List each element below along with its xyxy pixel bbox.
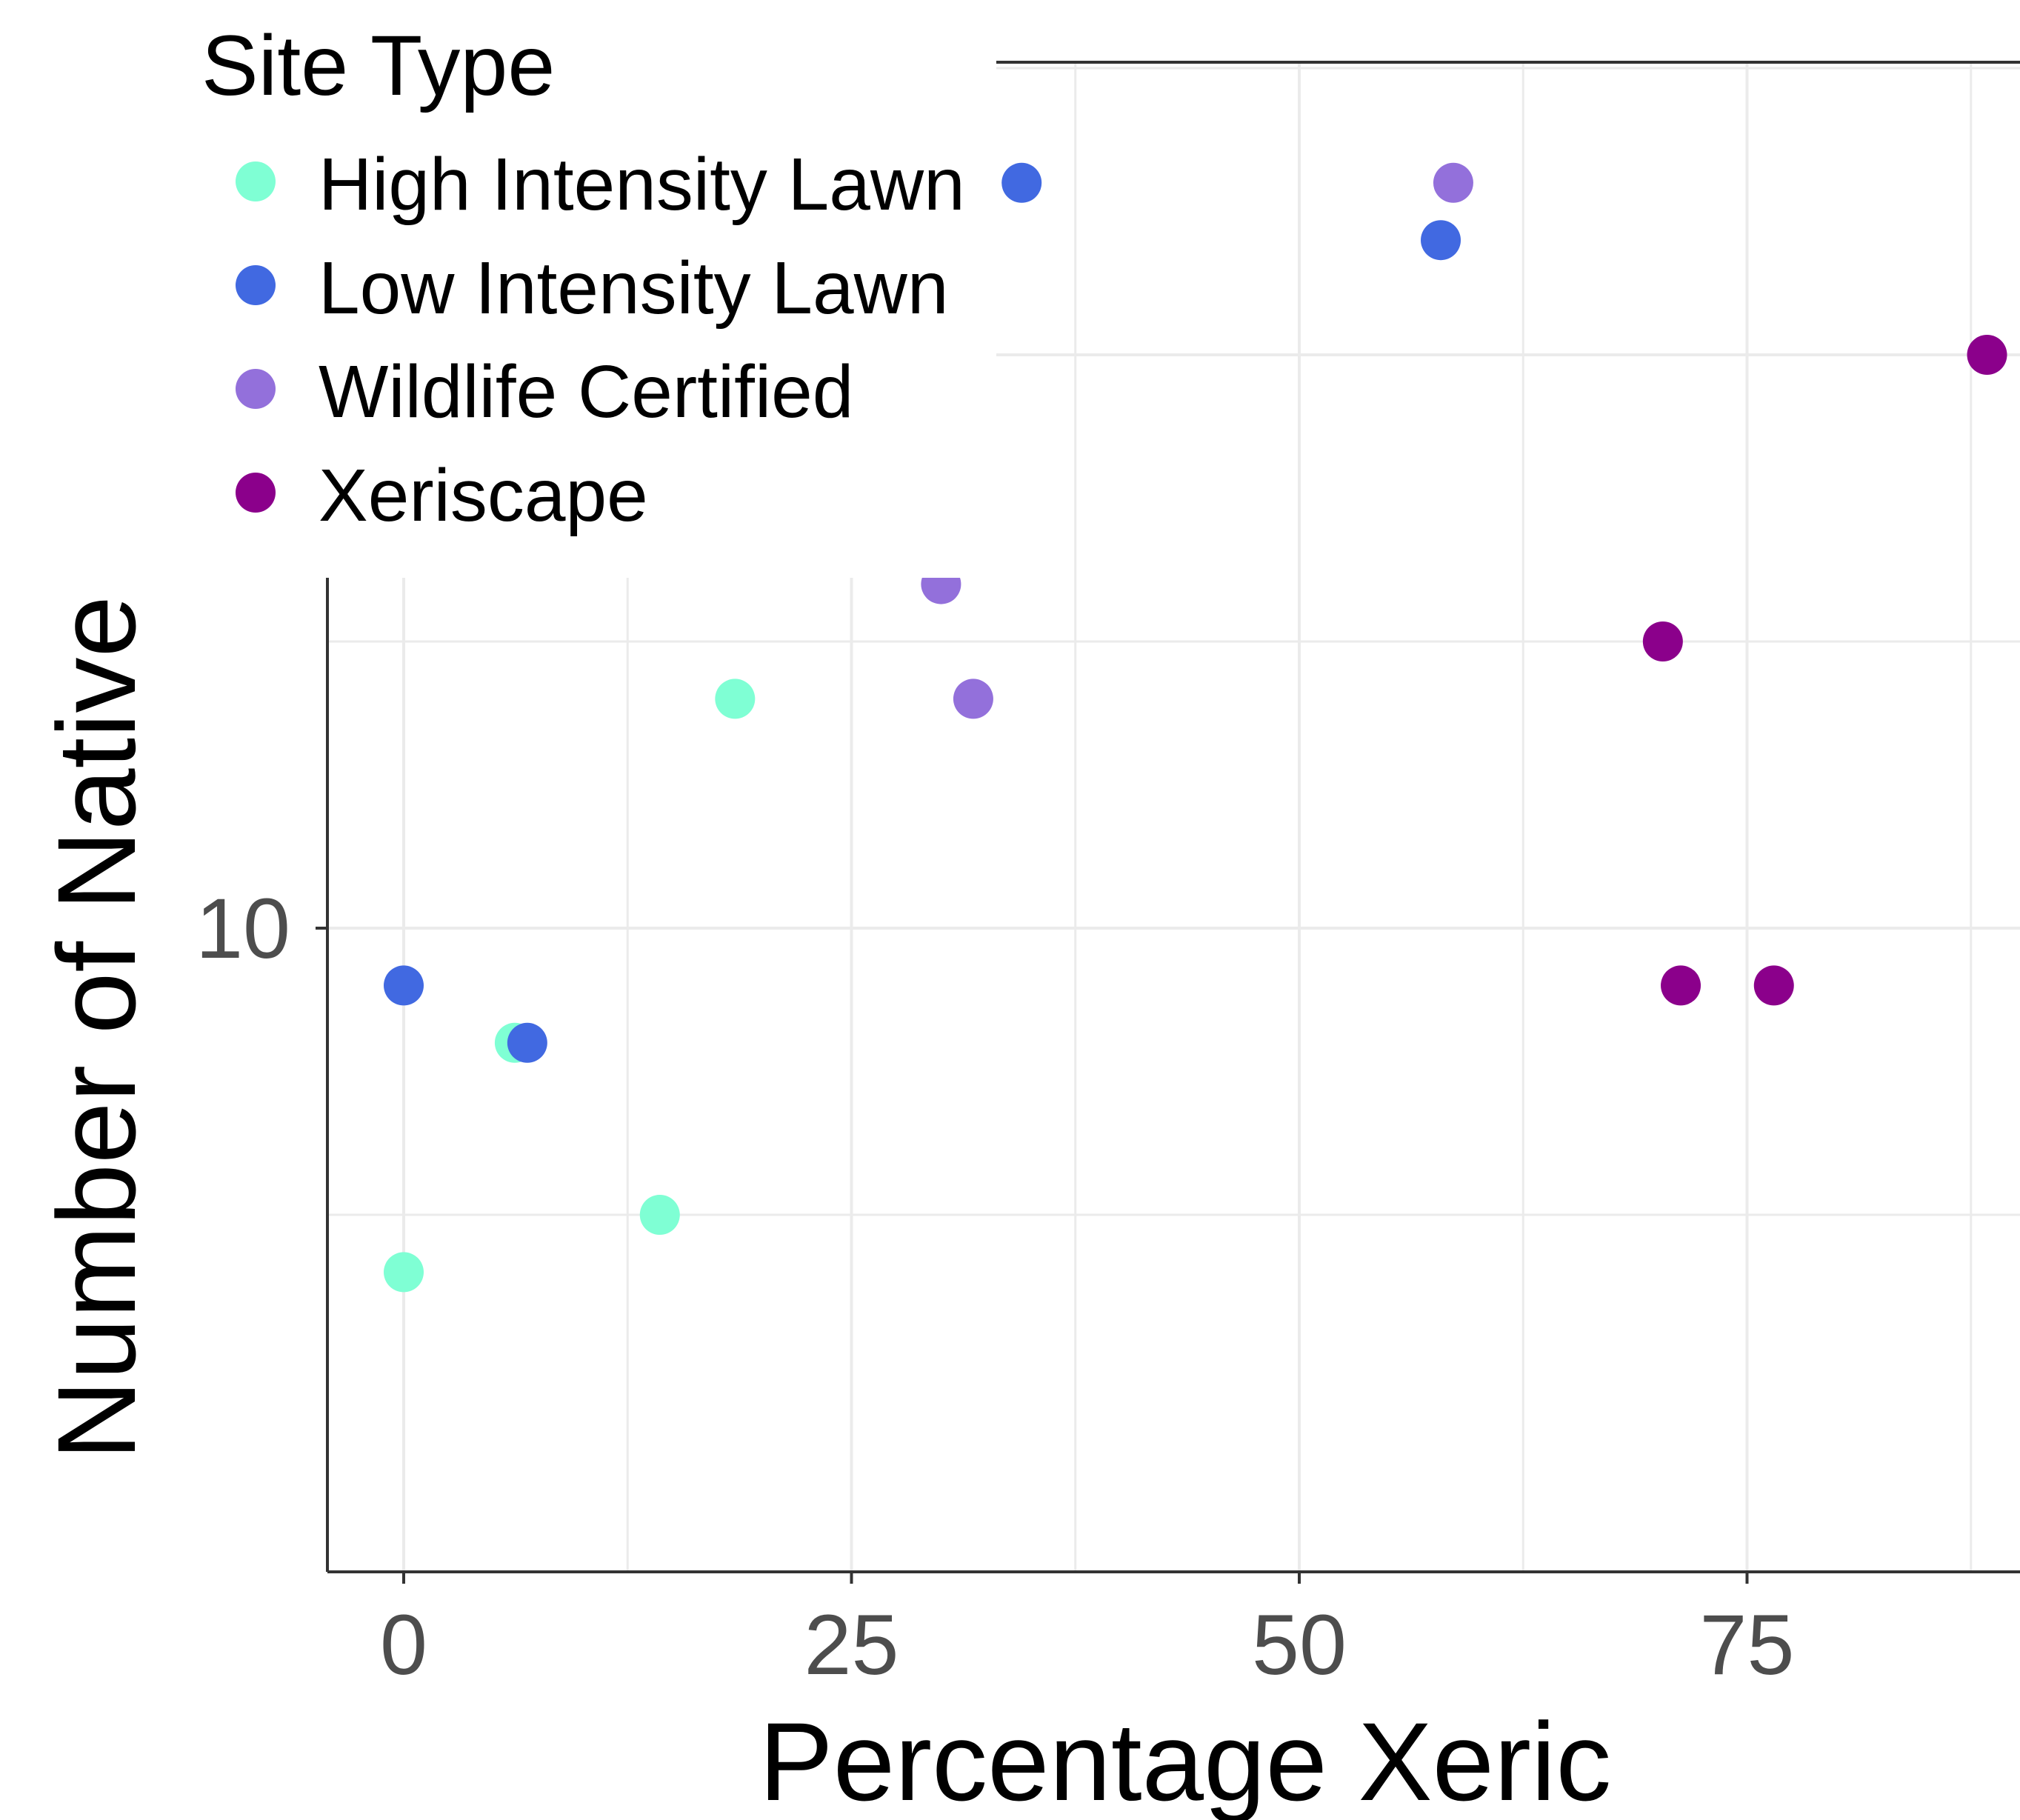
- data-point: [715, 679, 756, 719]
- data-point: [1967, 335, 2007, 375]
- legend-key: [236, 265, 276, 305]
- data-point: [384, 965, 424, 1006]
- data-points: [384, 162, 2007, 1293]
- x-tick-label: 0: [380, 1598, 427, 1693]
- x-tick-label: 25: [804, 1598, 899, 1693]
- data-point: [953, 679, 993, 719]
- legend-label: Low Intensity Lawn: [319, 247, 949, 330]
- legend-key: [236, 161, 276, 201]
- x-tick-label: 50: [1252, 1598, 1347, 1693]
- legend-key: [236, 473, 276, 513]
- legend: Site Type High Intensity Lawn Low Intensi…: [0, 0, 996, 578]
- legend-key: [236, 369, 276, 409]
- y-tick-label: 10: [196, 881, 290, 976]
- x-axis-title: Percentage Xeric: [759, 1699, 1612, 1820]
- legend-title: Site Type: [201, 19, 555, 113]
- legend-label: High Intensity Lawn: [319, 143, 965, 226]
- data-point: [1433, 162, 1473, 203]
- legend-label: Xeriscape: [319, 454, 648, 537]
- x-tick-label: 75: [1700, 1598, 1795, 1693]
- data-point: [1753, 965, 1794, 1006]
- data-point: [1661, 965, 1701, 1006]
- legend-items: High Intensity Lawn Low Intensity Lawn Wil…: [236, 143, 965, 537]
- data-point: [639, 1195, 680, 1235]
- data-point: [1642, 621, 1683, 661]
- legend-background: [0, 0, 996, 578]
- data-point: [1001, 162, 1042, 203]
- data-point: [507, 1022, 547, 1063]
- data-point: [384, 1252, 424, 1293]
- data-point: [1421, 220, 1461, 261]
- legend-label: Wildlife Certified: [319, 350, 853, 433]
